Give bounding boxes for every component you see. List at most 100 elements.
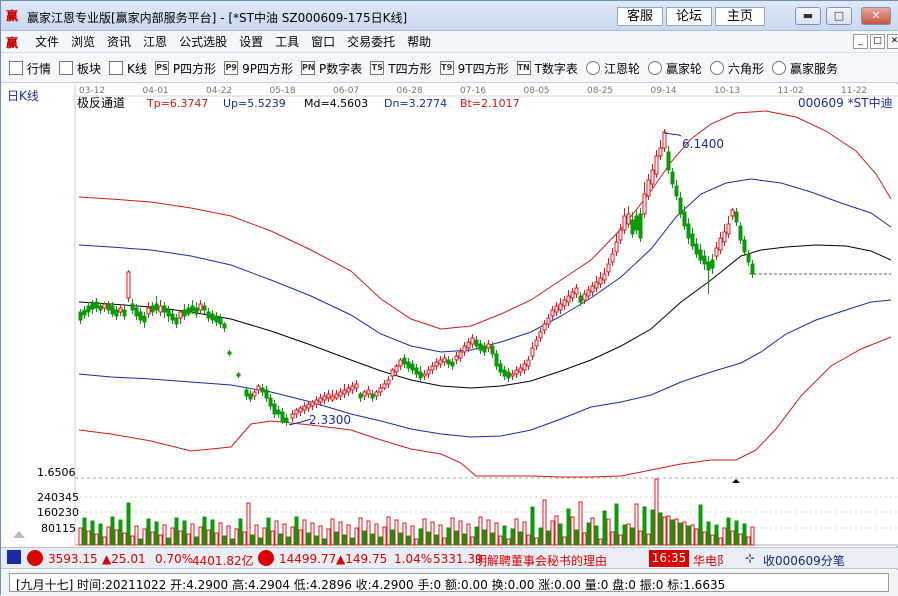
toolbar-item-8[interactable]: TN T数字表: [516, 60, 578, 77]
scroll-up-icon[interactable]: [13, 531, 25, 538]
bar-info-text: [九月十七] 时间:20211022 开:4.2900 高:4.2904 低:4…: [16, 578, 726, 592]
volume-bar: [558, 523, 563, 546]
toolbar: 行情 板块 K线 PS P四方形 P9 9P四方形 PN P数字表 TS T四方形 T9 9T四方形 TN…: [1, 53, 898, 83]
toolbar-item-7[interactable]: T9 9T四方形: [439, 60, 509, 77]
volume-bar: [490, 532, 495, 546]
volume-bar: [522, 521, 527, 546]
menu-item-2[interactable]: 资讯: [107, 35, 132, 49]
volume-bar: [226, 525, 231, 546]
volume-bar: [574, 529, 579, 546]
close-icon[interactable]: ✕: [861, 7, 891, 25]
volume-bar: [278, 533, 283, 546]
candle-body: [398, 359, 403, 367]
candle-body: [280, 411, 285, 423]
date-tick: 04-22: [206, 86, 232, 96]
volume-bar: [630, 527, 635, 546]
news-ticker[interactable]: 明解聘董事会秘书的理由: [475, 554, 608, 568]
candle-body: [582, 293, 587, 301]
volume-bar: [338, 521, 343, 546]
toolbar-item-5[interactable]: PN P数字表: [301, 60, 362, 77]
toolbar-item-1[interactable]: 板块: [59, 60, 101, 77]
volume-bar: [710, 534, 715, 546]
customer-service-link[interactable]: 客服: [617, 7, 663, 26]
candle-body: [530, 347, 535, 357]
mdi-restore-icon[interactable]: □: [870, 34, 885, 49]
candle-body: [450, 361, 455, 367]
candle-body: [298, 407, 303, 413]
sh-index-value: 3593.15: [48, 552, 98, 566]
mdi-close-icon[interactable]: ✕: [887, 34, 898, 49]
candle-body: [194, 307, 199, 315]
forum-link[interactable]: 论坛: [666, 7, 712, 26]
menu-item-9[interactable]: 帮助: [407, 35, 432, 49]
volume-bar: [526, 534, 531, 546]
toolbar-item-9[interactable]: 江恩轮: [585, 60, 640, 77]
volume-bar: [498, 535, 503, 546]
candle-body: [574, 287, 579, 295]
candle-body: [558, 303, 563, 311]
menu-item-1[interactable]: 浏览: [71, 35, 96, 49]
candle-body: [330, 395, 335, 401]
toolbar-item-12[interactable]: 赢家服务: [771, 60, 838, 77]
toolbar-item-3[interactable]: PS P四方形: [154, 60, 216, 77]
market-ticker-bar: 3593.15 ▲25.01 0.70% 4401.82亿 14499.77 ▲…: [1, 547, 898, 569]
price-axis-label: 1.6506: [37, 466, 76, 479]
candle-body: [730, 209, 735, 217]
candle-body: [310, 401, 315, 407]
volume-bar: [150, 531, 155, 546]
candle-body: [534, 339, 539, 347]
menu-item-8[interactable]: 交易委托: [347, 35, 396, 49]
candle-body: [166, 309, 171, 317]
volume-bar: [454, 530, 459, 546]
candle-body: [686, 223, 691, 239]
toolbar-item-11[interactable]: 六角形: [709, 60, 764, 77]
menu-item-3[interactable]: 江恩: [143, 35, 168, 49]
param-up: Up=5.5239: [223, 97, 286, 110]
menu-item-6[interactable]: 工具: [275, 35, 300, 49]
volume-bar: [178, 530, 183, 546]
candle-body: [570, 291, 575, 299]
high-marker-line: [663, 132, 682, 137]
candle-body: [306, 403, 311, 409]
menu-item-7[interactable]: 窗口: [311, 35, 336, 49]
volume-bar: [602, 510, 607, 546]
candle-body: [102, 303, 107, 309]
candle-body: [714, 247, 719, 257]
toolbar-item-2[interactable]: K线: [109, 60, 147, 77]
candle-body: [658, 147, 663, 157]
candle-body: [326, 393, 331, 399]
candle-body: [442, 357, 447, 363]
menu-item-5[interactable]: 设置: [239, 35, 264, 49]
candle-body: [646, 179, 651, 197]
ticker-grid-icon[interactable]: [7, 550, 21, 564]
candle-body: [650, 169, 655, 185]
menu-item-4[interactable]: 公式选股: [179, 35, 228, 49]
volume-bar: [118, 519, 123, 546]
toolbar-item-6[interactable]: TS T四方形: [370, 60, 432, 77]
sz-index-pct: 1.04%: [394, 552, 433, 566]
maximize-icon[interactable]: □: [826, 7, 852, 25]
home-link[interactable]: 主页: [715, 7, 765, 26]
candle-body: [227, 351, 232, 355]
candle-body: [670, 171, 675, 185]
kline-chart-area[interactable]: 日K线 极反通道 Tp=6.3747 Up=5.5239 Md=4.5603 D…: [1, 84, 898, 546]
volume-bar: [698, 504, 703, 546]
candle-body: [122, 309, 127, 317]
menu-bar: 赢 文件 浏览 资讯 江恩 公式选股 设置 工具 窗口 交易委托 帮助 _ □ ✕: [1, 31, 898, 53]
mdi-minimize-icon[interactable]: _: [853, 34, 868, 49]
candle-body: [614, 241, 619, 253]
candle-body: [264, 389, 269, 399]
menu-item-0[interactable]: 文件: [35, 35, 60, 49]
candle-body: [354, 383, 359, 389]
toolbar-item-4[interactable]: P9 9P四方形: [224, 60, 293, 77]
toolbar-item-10[interactable]: 赢家轮: [647, 60, 702, 77]
volume-bar: [394, 519, 399, 546]
candle-body: [158, 305, 163, 313]
minimize-icon[interactable]: ▬: [795, 7, 821, 25]
candle-body: [518, 367, 523, 373]
kline-chart[interactable]: 日K线 极反通道 Tp=6.3747 Up=5.5239 Md=4.5603 D…: [1, 84, 898, 546]
volume-bar: [190, 523, 195, 546]
toolbar-item-0[interactable]: 行情: [9, 60, 51, 77]
stock-trades-label[interactable]: 收000609分笔: [763, 554, 845, 568]
